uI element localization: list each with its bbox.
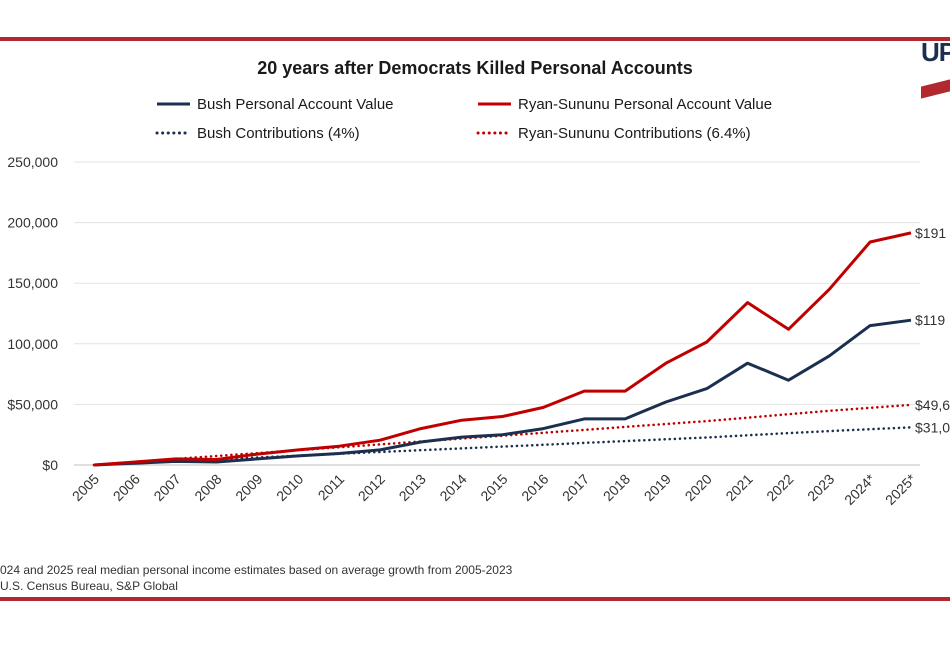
x-tick-label: 2007 xyxy=(150,471,183,504)
x-tick-label: 2008 xyxy=(191,471,224,504)
legend-label: Ryan-Sununu Personal Account Value xyxy=(518,96,772,113)
x-tick-label: 2023 xyxy=(804,471,837,504)
series-line-0 xyxy=(93,318,912,467)
x-tick-label: 2018 xyxy=(600,471,633,504)
logo-text: UP xyxy=(921,37,950,67)
y-tick-label: 250,000 xyxy=(7,154,58,170)
x-tick-label: 2005 xyxy=(69,471,102,504)
legend-item: Bush Contributions (4%) xyxy=(155,125,360,142)
bottom-accent-bar xyxy=(0,597,950,601)
y-tick-label: 150,000 xyxy=(7,275,58,291)
x-tick-label: 2019 xyxy=(641,471,674,504)
series-lines xyxy=(92,231,913,467)
y-axis-tick-labels: $0 $50,000 100,000 150,000 200,000 250,000 xyxy=(7,154,58,473)
y-tick-label: 200,000 xyxy=(7,215,58,231)
x-axis-tick-labels: 2005 2006 2007 2008 2009 2010 2011 2012 2013 2014… xyxy=(69,470,920,508)
end-label: $119 xyxy=(915,312,945,328)
series-line-1 xyxy=(93,231,912,467)
x-tick-label: 2010 xyxy=(273,471,306,504)
chart-title: 20 years after Democrats Killed Personal… xyxy=(257,58,693,78)
y-tick-label: $50,000 xyxy=(7,396,58,412)
legend-item: Ryan-Sununu Contributions (6.4%) xyxy=(476,125,751,142)
end-labels: $119 $191 $31,0 $49,6 xyxy=(915,225,950,436)
x-tick-label: 2021 xyxy=(722,471,755,504)
x-tick-label: 2011 xyxy=(315,471,348,504)
legend-label: Bush Personal Account Value xyxy=(197,96,394,113)
x-tick-label: 2009 xyxy=(232,471,265,504)
footnote-source: U.S. Census Bureau, S&P Global xyxy=(0,579,178,593)
x-tick-label: 2025* xyxy=(882,470,920,508)
y-tick-label: 100,000 xyxy=(7,336,58,352)
legend-item: Ryan-Sununu Personal Account Value xyxy=(478,96,772,113)
end-label: $191 xyxy=(915,225,946,241)
footnote-estimates: 024 and 2025 real median personal income… xyxy=(0,563,513,577)
x-tick-label: 2017 xyxy=(559,471,592,504)
x-tick-label: 2014 xyxy=(436,471,469,504)
x-tick-label: 2016 xyxy=(518,471,551,504)
legend-label: Bush Contributions (4%) xyxy=(197,125,360,142)
end-label: $31,0 xyxy=(915,419,950,435)
grid-lines xyxy=(74,161,920,466)
x-tick-label: 2020 xyxy=(682,471,715,504)
x-tick-label: 2015 xyxy=(477,471,510,504)
series-line-3 xyxy=(92,403,913,467)
legend-item: Bush Personal Account Value xyxy=(157,96,394,113)
x-tick-label: 2006 xyxy=(110,471,143,504)
legend-label: Ryan-Sununu Contributions (6.4%) xyxy=(518,125,751,142)
x-tick-label: 2022 xyxy=(763,471,796,504)
x-tick-label: 2013 xyxy=(396,471,429,504)
x-tick-label: 2024* xyxy=(841,470,879,508)
legend: Bush Personal Account Value Ryan-Sununu P… xyxy=(155,96,772,142)
top-accent-bar xyxy=(0,37,950,41)
end-label: $49,6 xyxy=(915,397,950,413)
x-tick-label: 2012 xyxy=(355,471,388,504)
series-line-2 xyxy=(92,426,913,467)
y-tick-label: $0 xyxy=(42,457,58,473)
